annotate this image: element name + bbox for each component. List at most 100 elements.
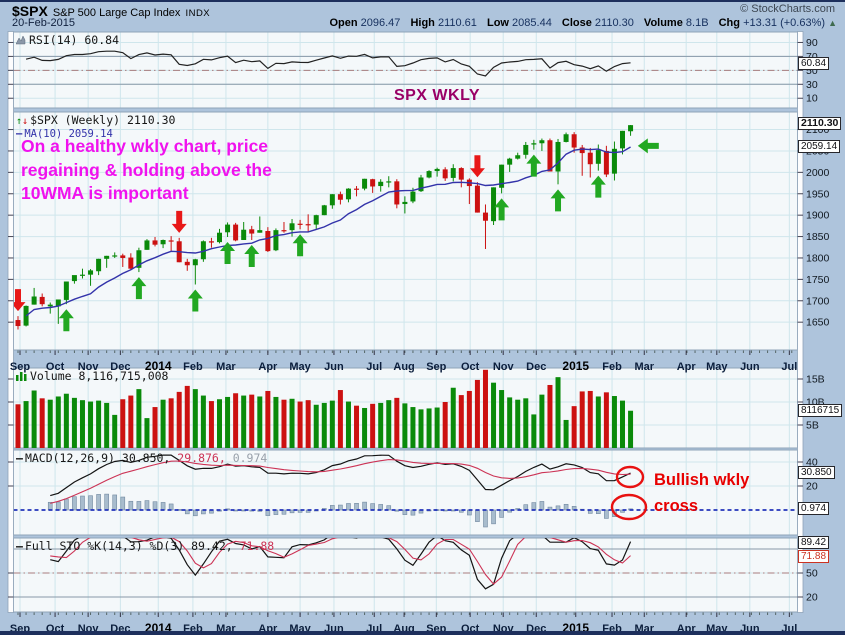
macd-line — [50, 454, 631, 497]
macd-circle-annotation — [610, 493, 648, 521]
buy-arrow-icon — [550, 189, 566, 212]
sell-arrow-icon — [10, 289, 26, 312]
svg-text:50: 50 — [806, 65, 818, 77]
quote-row: Open 2096.47 High 2110.61 Low 2085.44 Cl… — [322, 17, 837, 29]
x-tick-label: Mar — [216, 361, 236, 373]
close-value: 2110.30 — [594, 17, 634, 29]
macd-value-1: 30.850, — [121, 451, 171, 465]
volume-callout: 8116715 — [798, 404, 843, 417]
x-tick-label: Mar — [634, 361, 654, 373]
svg-text:20: 20 — [806, 481, 818, 493]
sto-value-1: 89.42, — [191, 539, 233, 553]
volume-value: 8.1B — [685, 17, 709, 29]
svg-text:20: 20 — [806, 592, 818, 604]
x-tick-label: Oct — [46, 361, 65, 373]
buy-arrow-icon — [220, 241, 236, 264]
macd-callout: 30.850 — [798, 466, 835, 479]
svg-text:1650: 1650 — [806, 317, 830, 329]
candles-down-icon: ↓ — [22, 116, 29, 127]
svg-text:5B: 5B — [806, 420, 819, 432]
x-tick-label: Feb — [602, 361, 622, 373]
rsi-legend-label: RSI(14) 60.84 — [29, 33, 120, 47]
rsi-callout: 60.84 — [798, 57, 830, 70]
x-tick-label: Dec — [526, 361, 546, 373]
volume-bars-group — [15, 369, 634, 448]
chg-label: Chg — [718, 17, 740, 29]
macd-note-line-1: Bullish wkly — [654, 471, 750, 489]
x-tick-label: Apr — [677, 361, 697, 373]
top-border — [0, 0, 845, 2]
sto-legend: — Full STO %K(14,3) %D(3) 89.42, 71.88 — [16, 540, 274, 553]
price-close-callout: 2110.30 — [798, 117, 842, 130]
note-line-3: 10WMA is important — [21, 183, 189, 203]
price-pointer-arrow-icon — [637, 138, 659, 154]
macd-panel — [13, 449, 798, 536]
buy-arrow-icon — [187, 289, 203, 312]
x-tick-label: Aug — [393, 361, 414, 373]
buy-arrow-icon — [244, 244, 260, 267]
chart-date: 20-Feb-2015 — [12, 17, 75, 29]
candles-group — [15, 125, 634, 330]
close-label: Close — [561, 17, 592, 29]
x-tick-label: 2015 — [562, 359, 589, 373]
macd-signal-line — [50, 459, 631, 504]
low-label: Low — [486, 17, 509, 29]
svg-text:2000: 2000 — [806, 167, 830, 179]
copyright: © StockCharts.com — [740, 3, 835, 15]
svg-text:10: 10 — [806, 93, 818, 105]
svg-text:1900: 1900 — [806, 210, 830, 222]
macd-legend-name: MACD(12,26,9) — [24, 451, 115, 465]
marker-lines — [13, 55, 798, 598]
x-tick-label: Nov — [493, 361, 515, 373]
open-value: 2096.47 — [360, 17, 401, 29]
sto-k-callout: 89.42 — [798, 536, 830, 549]
price-annotation-note: On a healthy wkly chart, price regaining… — [21, 135, 272, 206]
ma-legend-label: MA(10) 2059.14 — [24, 128, 113, 140]
chart-title: SPX WKLY — [393, 87, 481, 104]
svg-text:50: 50 — [806, 568, 818, 580]
rsi-line — [25, 50, 631, 77]
price-panel — [13, 111, 798, 351]
price-legend-label: $SPX (Weekly) 2110.30 — [30, 113, 176, 127]
chart-header: $SPX S&P 500 Large Cap Index INDX © StockC… — [0, 2, 845, 30]
x-tick-label: Nov — [78, 361, 100, 373]
sell-arrow-icon — [469, 155, 485, 178]
x-tick-label: Feb — [183, 361, 203, 373]
svg-text:15B: 15B — [806, 374, 825, 386]
sell-arrow-icon — [171, 210, 187, 233]
buy-arrow-icon — [58, 309, 74, 332]
svg-text:1850: 1850 — [806, 231, 830, 243]
price-ma-callout: 2059.14 — [798, 140, 841, 153]
exchange-tag: INDX — [185, 8, 211, 19]
x-tick-label: May — [706, 361, 728, 373]
macd-note-line-2: cross — [654, 497, 699, 515]
buy-arrow-icon — [526, 154, 542, 177]
x-tick-label: Sep — [426, 361, 446, 373]
volume-legend: Volume 8,116,715,008 — [16, 370, 168, 384]
price-legend-line2: — MA(10) 2059.14 — [16, 128, 113, 141]
x-tick-label: Jul — [781, 361, 797, 373]
candles-up-icon: ↑ — [16, 116, 23, 127]
rsi-legend: RSI(14) 60.84 — [15, 33, 120, 48]
volume-label: Volume — [643, 17, 683, 29]
rsi-panel-icon — [15, 35, 26, 48]
buy-arrow-icon — [590, 175, 606, 198]
ma10-line — [25, 146, 631, 317]
title-row: $SPX S&P 500 Large Cap Index INDX — [12, 3, 210, 21]
sto-line-icon: — — [16, 539, 23, 553]
price-legend-line1: ↑↓ $SPX (Weekly) 2110.30 — [16, 114, 175, 128]
buy-arrow-icon — [494, 198, 510, 221]
svg-text:40: 40 — [806, 457, 818, 469]
svg-text:30: 30 — [806, 79, 818, 91]
sto-d-line — [50, 538, 631, 585]
svg-text:1800: 1800 — [806, 252, 830, 264]
macd-value-3: 0.974 — [232, 451, 268, 465]
sto-k-line — [50, 538, 632, 590]
sto-legend-name: Full STO %K(14,3) %D(3) — [24, 539, 185, 553]
x-tick-label: Jun — [740, 361, 760, 373]
x-tick-label: Jul — [366, 361, 382, 373]
volume-panel-icon — [16, 371, 27, 384]
svg-text:70: 70 — [806, 51, 818, 63]
macd-value-2: 29.876, — [177, 451, 226, 465]
